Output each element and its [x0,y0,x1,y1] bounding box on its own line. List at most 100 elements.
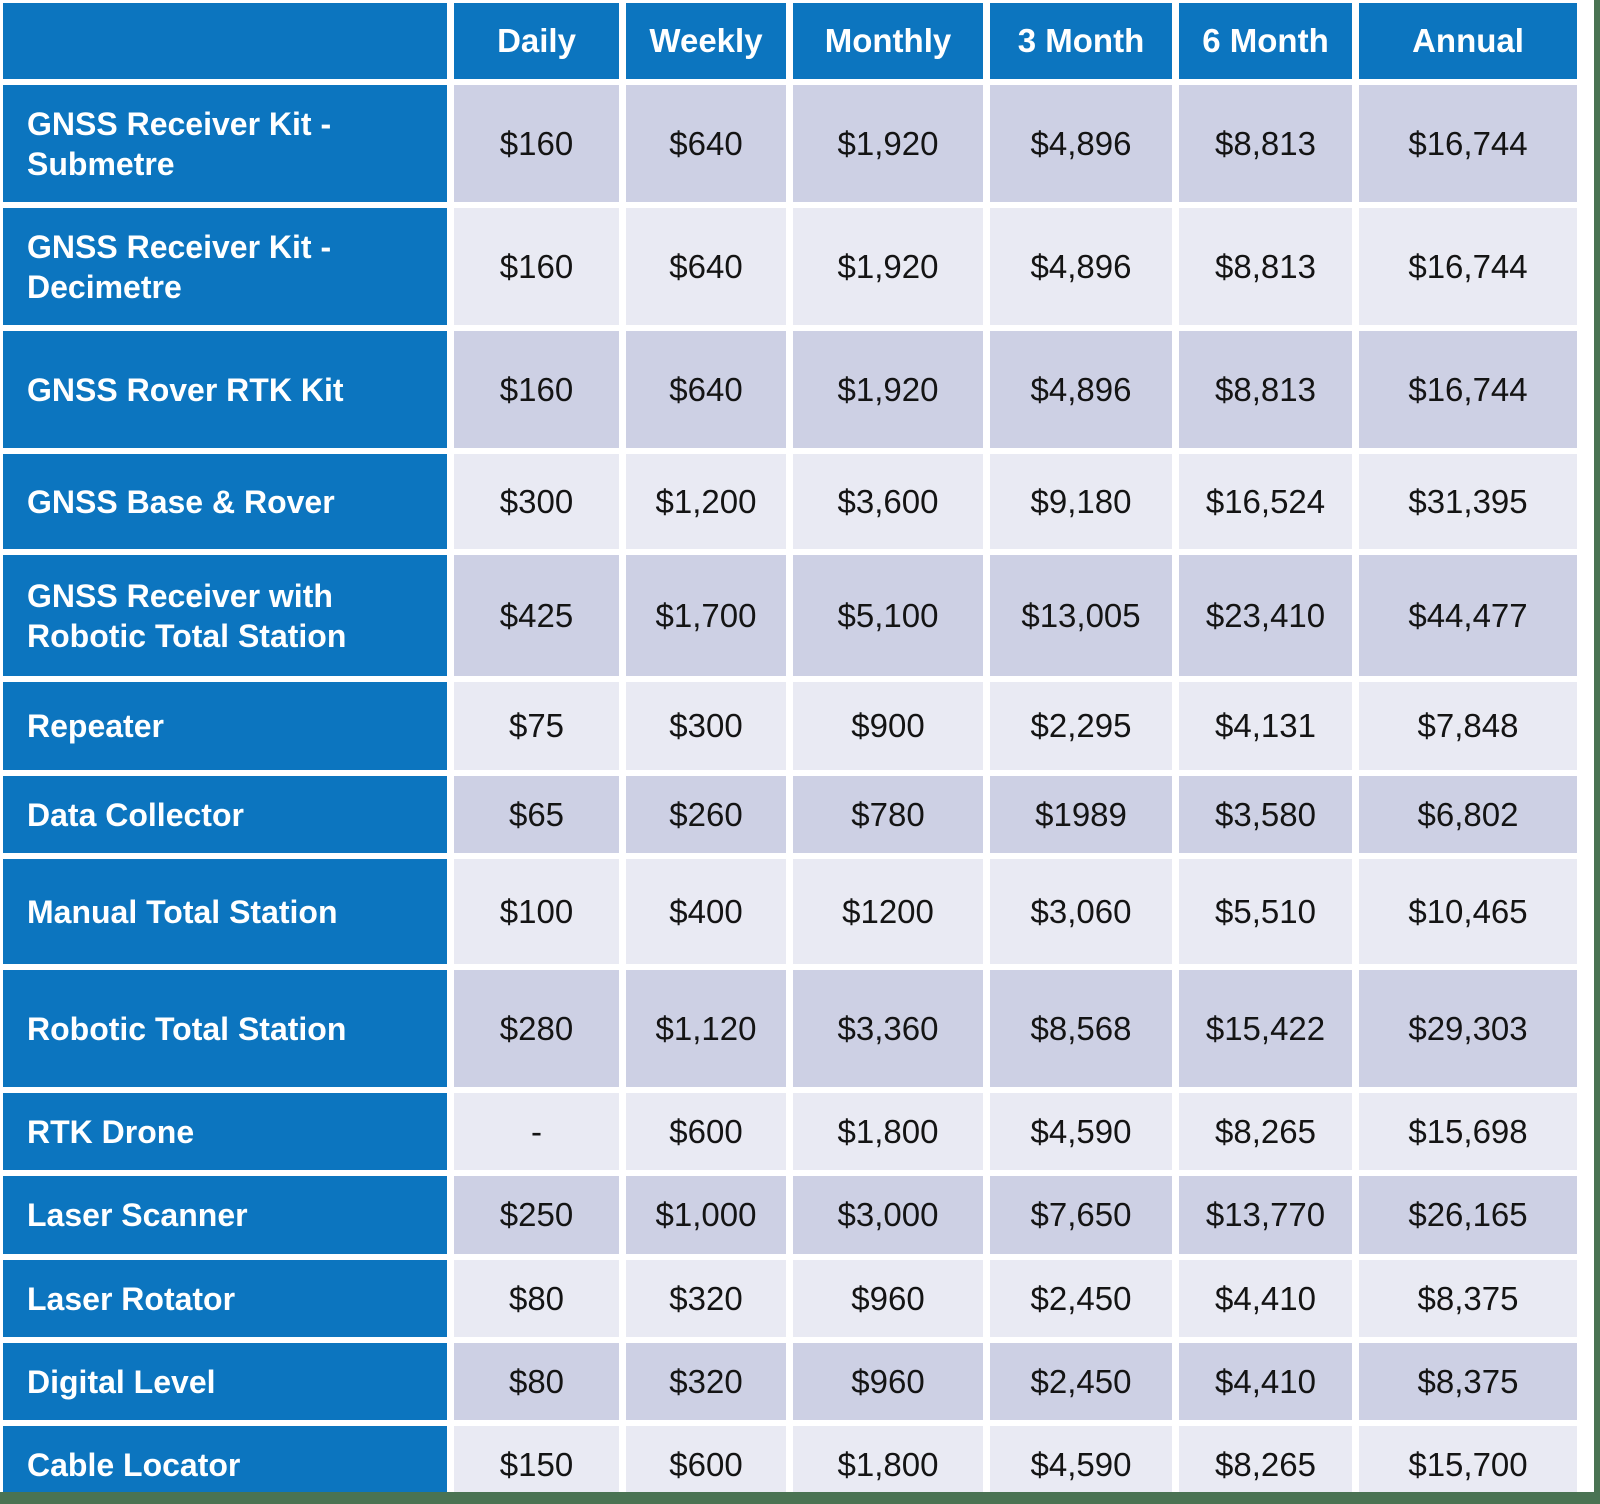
price-cell: $600 [626,1093,786,1170]
column-header-weekly: Weekly [626,3,786,79]
price-cell: $16,744 [1359,331,1577,448]
price-cell: $1,920 [793,331,983,448]
price-cell: $1,800 [793,1093,983,1170]
price-cell: $4,896 [990,331,1172,448]
price-cell: $23,410 [1179,555,1352,676]
column-header-annual: Annual [1359,3,1577,79]
row-label: Laser Scanner [3,1176,447,1254]
price-cell: $400 [626,859,786,964]
price-cell: $4,590 [990,1093,1172,1170]
price-cell: $320 [626,1260,786,1337]
price-cell: $2,295 [990,682,1172,770]
price-cell: $4,590 [990,1426,1172,1503]
row-label: Repeater [3,682,447,770]
price-cell: $8,568 [990,970,1172,1087]
price-cell: $8,375 [1359,1260,1577,1337]
price-cell: $15,700 [1359,1426,1577,1503]
price-cell: $13,005 [990,555,1172,676]
price-cell: $4,410 [1179,1343,1352,1420]
price-cell: $260 [626,776,786,853]
price-cell: $320 [626,1343,786,1420]
price-cell: $300 [626,682,786,770]
price-cell: $3,580 [1179,776,1352,853]
price-cell: $8,375 [1359,1343,1577,1420]
price-cell: $65 [454,776,619,853]
row-label: Cable Locator [3,1426,447,1503]
price-cell: $80 [454,1343,619,1420]
price-cell: $640 [626,331,786,448]
column-header-monthly: Monthly [793,3,983,79]
price-cell: $29,303 [1359,970,1577,1087]
price-cell: $2,450 [990,1343,1172,1420]
price-cell: $300 [454,454,619,549]
price-cell: $3,060 [990,859,1172,964]
price-cell: $80 [454,1260,619,1337]
price-cell: $780 [793,776,983,853]
price-cell: $16,744 [1359,208,1577,325]
price-cell: $1989 [990,776,1172,853]
column-header-daily: Daily [454,3,619,79]
price-cell: $44,477 [1359,555,1577,676]
price-cell: $1,920 [793,208,983,325]
price-cell: $16,744 [1359,85,1577,202]
price-cell: $3,360 [793,970,983,1087]
row-label: Laser Rotator [3,1260,447,1337]
row-label: GNSS Rover RTK Kit [3,331,447,448]
price-cell: $31,395 [1359,454,1577,549]
column-header-6-month: 6 Month [1179,3,1352,79]
price-cell: $1,800 [793,1426,983,1503]
price-cell: $1200 [793,859,983,964]
price-cell: $8,813 [1179,85,1352,202]
price-cell: $1,120 [626,970,786,1087]
row-label: RTK Drone [3,1093,447,1170]
price-cell: $7,848 [1359,682,1577,770]
price-cell: $5,510 [1179,859,1352,964]
price-cell: $8,813 [1179,331,1352,448]
price-cell: $3,000 [793,1176,983,1254]
price-cell: $9,180 [990,454,1172,549]
row-label: Robotic Total Station [3,970,447,1087]
price-cell: $4,896 [990,208,1172,325]
price-cell: $900 [793,682,983,770]
row-label: GNSS Base & Rover [3,454,447,549]
row-label: GNSS Receiver Kit - Decimetre [3,208,447,325]
price-cell: $5,100 [793,555,983,676]
page-edge-right-strip [1594,0,1600,1504]
price-cell: $4,131 [1179,682,1352,770]
page-edge-bottom-strip [0,1492,1600,1504]
price-cell: $4,896 [990,85,1172,202]
price-cell: $640 [626,85,786,202]
price-cell: $960 [793,1343,983,1420]
price-cell: $1,920 [793,85,983,202]
price-cell: $160 [454,331,619,448]
row-label: GNSS Receiver Kit - Submetre [3,85,447,202]
price-cell: $7,650 [990,1176,1172,1254]
price-cell: $16,524 [1179,454,1352,549]
pricing-table: Daily Weekly Monthly 3 Month 6 Month Ann… [3,3,1577,1503]
price-cell: $10,465 [1359,859,1577,964]
price-cell: $3,600 [793,454,983,549]
price-cell: $640 [626,208,786,325]
price-cell: $15,422 [1179,970,1352,1087]
price-cell: $160 [454,208,619,325]
price-cell: $15,698 [1359,1093,1577,1170]
column-header-3-month: 3 Month [990,3,1172,79]
price-cell: $100 [454,859,619,964]
price-cell: $8,265 [1179,1093,1352,1170]
row-label: GNSS Receiver with Robotic Total Station [3,555,447,676]
price-cell: $2,450 [990,1260,1172,1337]
row-label: Manual Total Station [3,859,447,964]
price-cell: $75 [454,682,619,770]
price-cell: $4,410 [1179,1260,1352,1337]
price-cell: $960 [793,1260,983,1337]
price-cell: $425 [454,555,619,676]
price-cell: $6,802 [1359,776,1577,853]
price-cell: $150 [454,1426,619,1503]
price-cell: $8,813 [1179,208,1352,325]
price-cell: $1,700 [626,555,786,676]
price-cell: $13,770 [1179,1176,1352,1254]
corner-cell [3,3,447,79]
row-label: Digital Level [3,1343,447,1420]
price-cell: $1,000 [626,1176,786,1254]
